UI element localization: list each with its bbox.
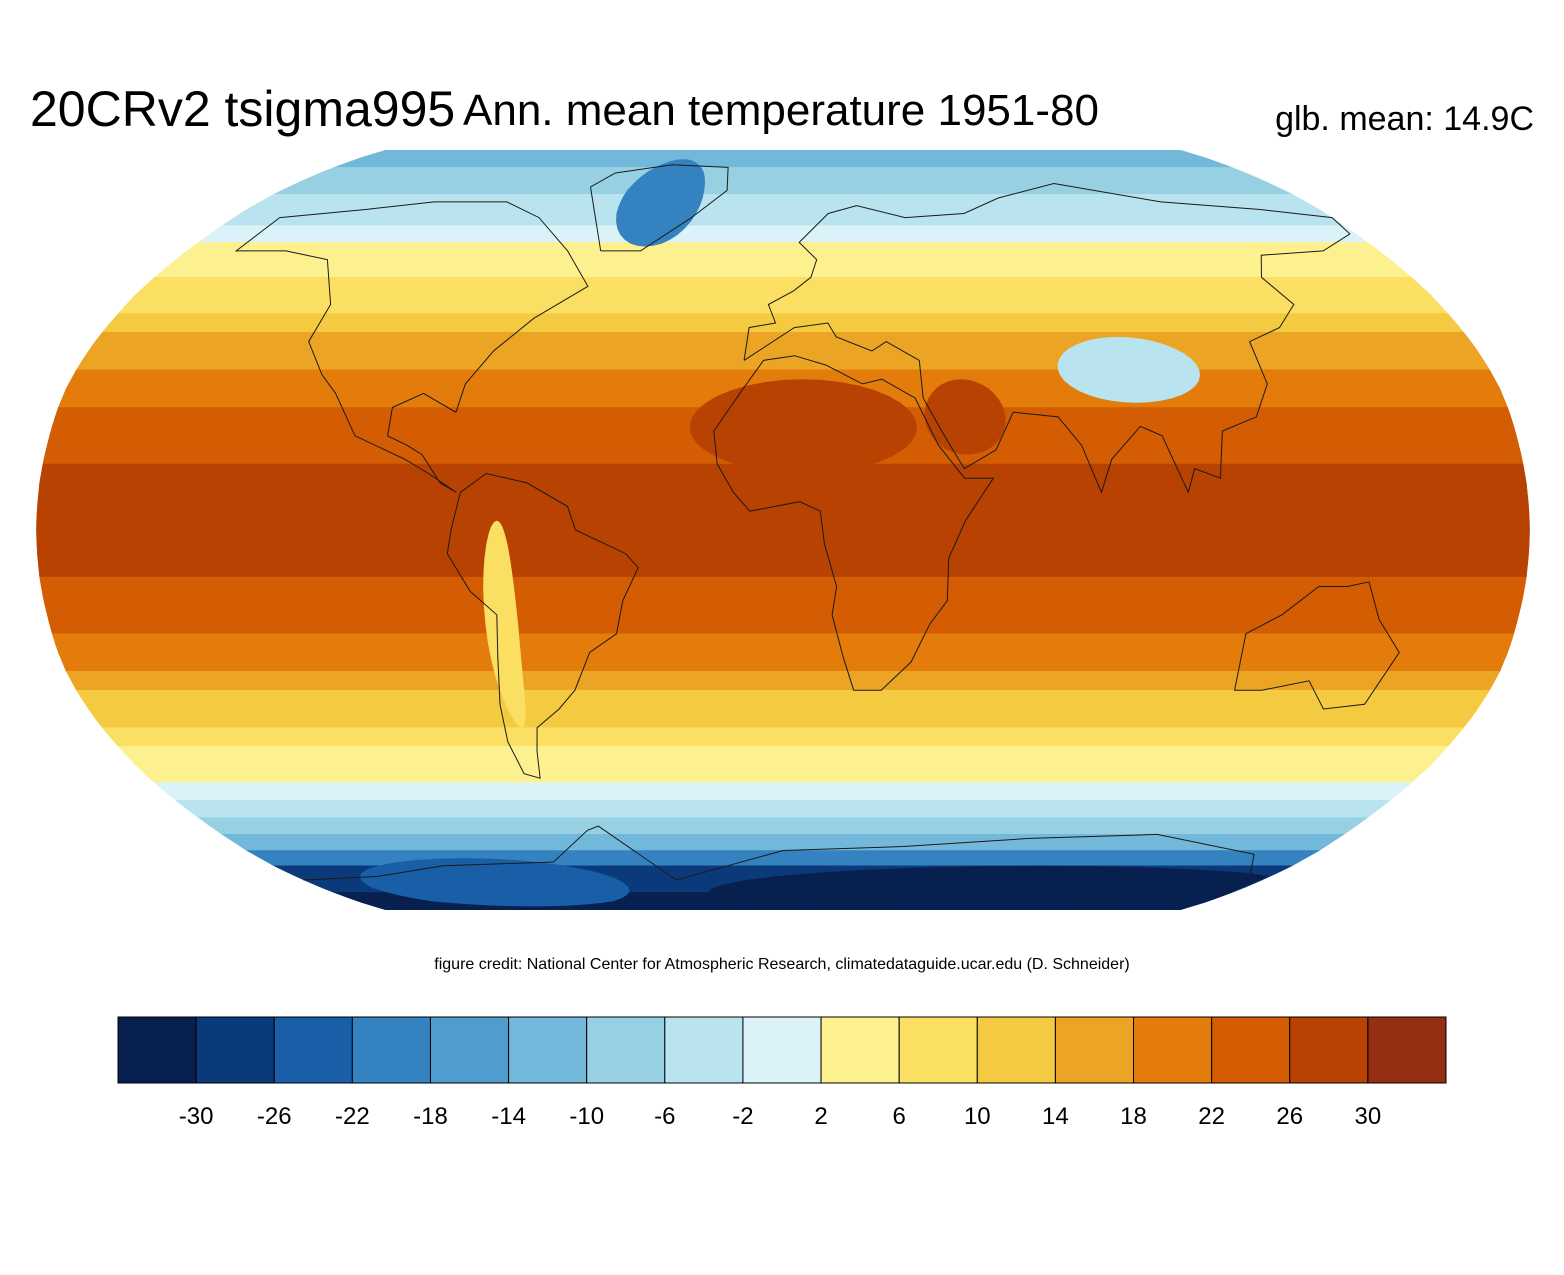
region-tibetan-plateau	[1057, 336, 1200, 403]
coastline	[743, 182, 1351, 494]
coastline	[1233, 581, 1400, 710]
colorbar-swatch	[351, 1016, 431, 1084]
colorbar-tick-label: -14	[491, 1103, 526, 1130]
colorbar-tick-label: 10	[964, 1103, 991, 1130]
figure-credit: figure credit: National Center for Atmos…	[434, 956, 1130, 973]
page-title-center: Ann. mean temperature 1951-80	[463, 86, 1099, 135]
colorbar-tick-label: 30	[1355, 1103, 1382, 1130]
temperature-band	[75, 350, 1491, 371]
region-antarctic-plateau	[708, 865, 1269, 910]
temperature-band	[65, 671, 1501, 691]
temperature-band	[361, 150, 1205, 158]
temperature-band	[42, 595, 1524, 616]
temperature-band	[101, 727, 1465, 747]
global-mean-label: glb. mean: 14.9C	[1275, 100, 1534, 138]
temperature-band	[37, 482, 1529, 503]
temperature-band	[87, 708, 1479, 729]
temperature-band	[36, 539, 1530, 559]
temperature-band	[101, 313, 1465, 333]
colorbar-swatch	[1211, 1016, 1291, 1084]
temperature-band	[133, 764, 1433, 784]
coastline	[234, 201, 589, 493]
temperature-band	[197, 225, 1369, 243]
colorbar: -30 -26 -22 -18 -14 -10 -6 -2 2 6 10 14 18 22 26 30	[117, 1016, 1447, 1130]
temperature-band	[153, 259, 1413, 278]
colorbar-swatch	[1289, 1016, 1369, 1084]
temperature-band	[117, 745, 1449, 765]
colorbar-tick-label: -26	[257, 1103, 292, 1130]
colorbar-tick-label: -2	[732, 1103, 753, 1130]
temperature-band	[75, 689, 1491, 710]
colorbar-tick-label: -30	[179, 1103, 214, 1130]
coastline	[589, 164, 729, 252]
coastline	[303, 825, 1263, 881]
temperature-field	[36, 150, 1530, 910]
temperature-band	[36, 520, 1530, 540]
temperature-band	[220, 834, 1346, 851]
temperature-band	[333, 156, 1233, 168]
colorbar-swatch	[195, 1016, 275, 1084]
colorbar-swatch	[976, 1016, 1056, 1084]
coastlines	[234, 164, 1400, 881]
region-sahara	[689, 379, 917, 474]
colorbar-swatch	[664, 1016, 744, 1084]
colorbar-swatch	[586, 1016, 666, 1084]
temperature-band	[51, 633, 1515, 653]
colorbar-tick-label: -18	[413, 1103, 448, 1130]
colorbar-tick-label: 26	[1276, 1103, 1303, 1130]
colorbar-tick-label: 18	[1120, 1103, 1147, 1130]
colorbar-tick-label: 22	[1198, 1103, 1225, 1130]
colorbar-tick-label: 14	[1042, 1103, 1069, 1130]
temperature-band	[174, 242, 1392, 260]
colorbar-tick-label: 6	[893, 1103, 906, 1130]
temperature-band	[303, 167, 1263, 181]
temperature-band	[117, 295, 1449, 315]
colorbar-swatch	[898, 1016, 978, 1084]
temperature-band	[153, 782, 1413, 801]
temperature-band	[39, 576, 1527, 597]
temperature-band	[57, 652, 1509, 672]
temperature-band	[46, 614, 1520, 634]
colorbar-swatch	[429, 1016, 510, 1084]
region-greenland	[616, 159, 705, 247]
region-andes	[483, 520, 526, 728]
colorbar-swatch	[1054, 1016, 1135, 1084]
colorbar-tick-label: -6	[654, 1103, 675, 1130]
temperature-band	[37, 557, 1529, 578]
coastline	[446, 472, 639, 779]
colorbar-swatch	[273, 1016, 353, 1084]
colorbar-tick-label: -22	[335, 1103, 370, 1130]
region-west-antarctica	[359, 858, 630, 907]
colorbar-swatch	[820, 1016, 900, 1084]
temperature-band	[220, 209, 1346, 226]
temperature-band	[197, 817, 1369, 835]
temperature-band	[174, 800, 1392, 818]
colorbar-swatch	[508, 1016, 588, 1084]
temperature-band	[273, 179, 1293, 195]
colorbar-swatch	[1133, 1016, 1213, 1084]
colorbar-tick-label: -10	[569, 1103, 604, 1130]
colorbar-swatch	[742, 1016, 822, 1084]
colorbar-swatch	[1367, 1016, 1447, 1084]
colorbar-swatch	[117, 1016, 197, 1084]
page-title-left: 20CRv2 tsigma995	[30, 81, 456, 137]
colorbar-tick-label: 2	[814, 1103, 827, 1130]
coastline	[713, 355, 995, 691]
